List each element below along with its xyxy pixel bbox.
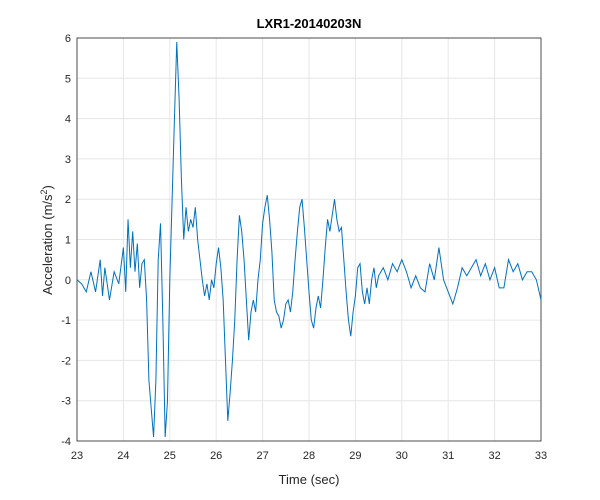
y-tick-label: 0 [65, 275, 71, 287]
plot-frame [76, 37, 542, 442]
x-tick-label: 31 [442, 450, 454, 462]
x-axis-label: Time (sec) [279, 472, 340, 487]
y-tick-label: 2 [65, 194, 71, 206]
x-tick-label: 32 [488, 450, 500, 462]
y-axis-label: Acceleration (m/s2) [39, 185, 55, 295]
y-tick-label: 4 [65, 114, 71, 126]
x-tick-label: 27 [256, 450, 268, 462]
x-tick-label: 33 [535, 450, 547, 462]
y-axis-label-end: ) [40, 185, 55, 189]
y-tick-label: -2 [61, 355, 71, 367]
y-axis-label-text: Acceleration (m/s [40, 194, 55, 295]
x-tick-label: 26 [210, 450, 222, 462]
x-tick-label: 30 [396, 450, 408, 462]
y-tick-label: -4 [61, 436, 71, 448]
y-tick-label: 5 [65, 73, 71, 85]
y-tick-label: -3 [61, 396, 71, 408]
y-tick-label: 3 [65, 154, 71, 166]
y-tick-label: 1 [65, 235, 71, 247]
y-tick-label: 6 [65, 33, 71, 45]
chart-title: LXR1-20140203N [257, 16, 362, 31]
x-tick-label: 23 [71, 450, 83, 462]
x-tick-label: 24 [117, 450, 129, 462]
x-tick-label: 28 [303, 450, 315, 462]
x-tick-label: 29 [349, 450, 361, 462]
x-tick-label: 25 [164, 450, 176, 462]
data-line [76, 42, 542, 438]
y-axis-label-sup: 2 [39, 189, 49, 194]
y-tick-label: -1 [61, 315, 71, 327]
